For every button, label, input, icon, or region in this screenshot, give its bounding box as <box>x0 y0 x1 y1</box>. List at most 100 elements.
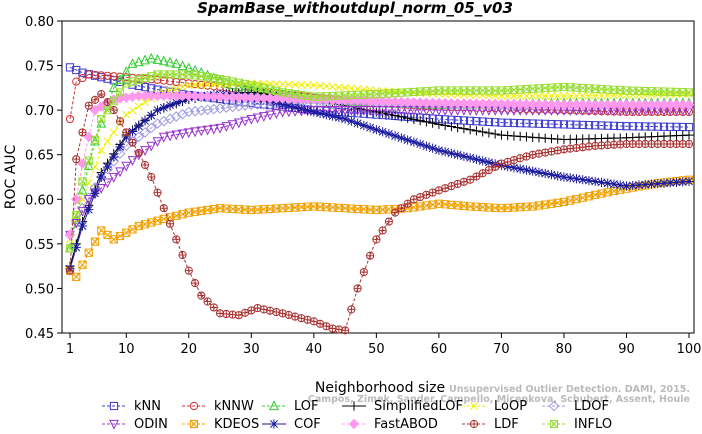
data-point-inflo <box>109 97 118 106</box>
legend-item-loop: LoOP <box>462 399 527 414</box>
data-point-ldf <box>359 267 368 277</box>
series-line-loop <box>69 82 690 240</box>
data-point-ldf <box>347 305 356 314</box>
legend-marker-loop <box>470 402 478 410</box>
data-point-odin <box>158 132 169 143</box>
data-point-odin <box>340 106 351 116</box>
data-point-ldf <box>378 226 387 235</box>
data-point-cof <box>302 105 313 116</box>
data-point-odin <box>252 113 263 124</box>
data-point-odin <box>183 128 194 139</box>
data-point-knnw <box>122 73 131 82</box>
data-point-knnw <box>103 71 112 80</box>
data-point-knn <box>484 117 494 127</box>
data-point-loop <box>309 81 318 90</box>
data-point-loop <box>284 80 293 89</box>
data-point-ldf <box>172 235 181 244</box>
data-point-simplifiedlof <box>415 116 425 126</box>
x-tick-label: 1 <box>66 342 74 357</box>
series-inflo <box>65 70 694 253</box>
data-point-loop <box>528 91 537 100</box>
data-point-inflo <box>84 156 93 165</box>
data-point-simplifiedlof <box>465 125 475 135</box>
data-point-ldf <box>484 165 494 175</box>
data-point-cof <box>77 221 88 231</box>
data-point-loop <box>328 82 337 91</box>
data-point-odin <box>190 127 200 138</box>
data-point-inflo <box>97 114 106 124</box>
data-point-loop <box>122 110 131 119</box>
data-point-cof <box>284 101 294 111</box>
data-point-ldf <box>203 297 212 306</box>
data-point-odin <box>321 106 332 116</box>
data-point-cof <box>509 163 519 173</box>
data-point-ldof <box>145 122 157 134</box>
series-ldf <box>65 90 694 335</box>
legend-label: LOF <box>294 399 319 414</box>
data-point-cof <box>596 177 607 187</box>
data-point-lof <box>121 66 132 76</box>
data-point-knn <box>584 121 594 130</box>
series-cof <box>65 89 694 274</box>
y-tick-label: 0.50 <box>25 282 54 297</box>
data-point-inflo <box>684 88 694 97</box>
data-point-knnw <box>72 77 81 86</box>
y-tick-label: 0.80 <box>25 15 54 30</box>
plot-frame <box>61 20 695 334</box>
legend-marker-inflo <box>549 419 559 429</box>
data-point-knn <box>553 120 562 129</box>
data-point-lof <box>90 135 100 146</box>
data-point-odin <box>146 141 157 152</box>
data-point-ldf <box>366 251 375 260</box>
legend-label: SimplifiedLOF <box>374 399 463 414</box>
data-point-knn <box>641 122 650 131</box>
data-point-cof <box>546 170 557 180</box>
data-point-cof <box>553 171 563 181</box>
data-point-odin <box>171 130 182 141</box>
data-point-loop <box>191 81 200 89</box>
data-point-ldf <box>115 117 125 126</box>
data-point-knn <box>534 119 544 128</box>
legend-label: COF <box>294 417 321 432</box>
plot-area <box>64 52 695 335</box>
data-point-odin <box>140 146 150 156</box>
legend-marker-odin <box>109 419 119 430</box>
data-point-odin <box>121 161 132 172</box>
data-point-ldf <box>303 315 312 324</box>
data-point-ldf <box>184 266 193 275</box>
data-point-cof <box>409 137 419 147</box>
data-point-lof <box>108 82 119 92</box>
data-point-kdeos <box>72 272 81 281</box>
data-point-odin <box>352 106 363 116</box>
data-point-lof <box>127 58 138 68</box>
data-point-loop <box>322 82 331 91</box>
data-point-knn <box>72 65 81 75</box>
legend-item-fastabod: FastABOD <box>342 417 438 432</box>
data-point-cof <box>478 156 488 166</box>
legend-label: kNN <box>134 399 161 414</box>
data-point-loop <box>172 84 181 93</box>
data-point-odin <box>333 106 344 116</box>
data-point-cof <box>521 165 532 175</box>
data-point-knn <box>459 116 469 125</box>
data-point-cof <box>290 102 300 112</box>
data-point-knn <box>616 121 625 131</box>
data-point-knn <box>659 122 669 131</box>
data-point-cof <box>578 175 588 185</box>
data-point-knnw <box>184 79 193 88</box>
data-point-simplifiedlof <box>459 124 469 134</box>
data-point-odin <box>271 109 282 120</box>
data-point-cof <box>378 127 388 137</box>
legend-item-simplifiedlof: SimplifiedLOF <box>342 399 463 414</box>
data-point-odin <box>196 126 207 137</box>
data-point-ldf <box>153 188 162 197</box>
legend-label: LoOP <box>494 399 527 414</box>
data-point-loop <box>291 80 300 89</box>
data-point-cof <box>384 129 394 139</box>
x-tick-label: 60 <box>431 342 448 357</box>
data-point-cof <box>471 154 482 164</box>
data-point-inflo <box>78 177 87 186</box>
legend-marker-knnw <box>189 401 199 411</box>
legend-label: FastABOD <box>374 417 438 432</box>
data-point-ldf <box>384 217 393 226</box>
